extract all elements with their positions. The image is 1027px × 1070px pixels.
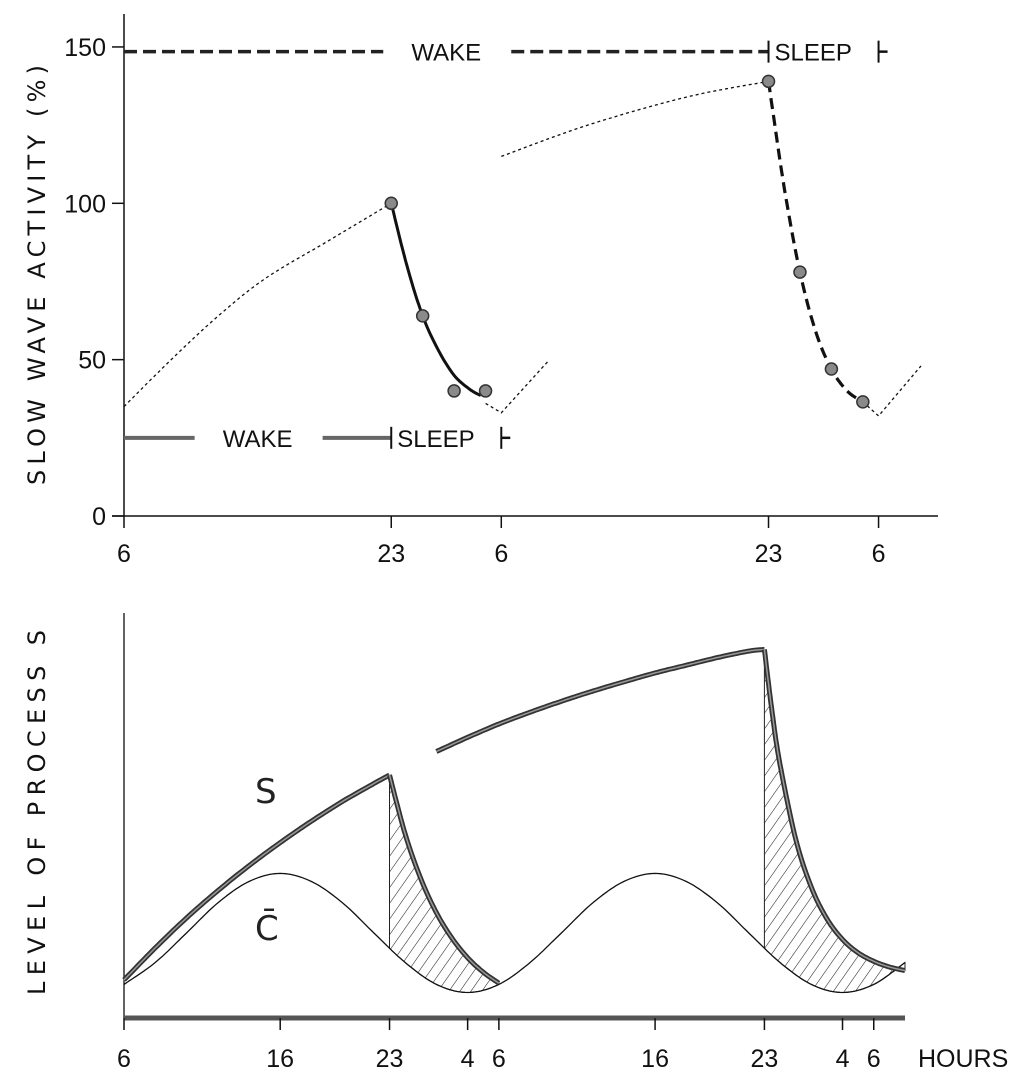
- x-tick-label: 23: [755, 540, 783, 568]
- series-label-s: S: [255, 772, 277, 812]
- data-point: [856, 395, 870, 409]
- marker-group: [384, 74, 870, 409]
- hatched-area-group: [389, 649, 906, 994]
- series-group: [122, 647, 906, 994]
- series-group: [123, 80, 922, 417]
- series-line-solid: [389, 202, 482, 397]
- series-line-s-inner: [388, 774, 500, 984]
- series-label-c: C̄: [255, 908, 279, 949]
- hatched-area: [389, 774, 500, 994]
- data-point: [793, 265, 807, 279]
- schedule-group: WAKE SLEEP WAKE SLEEP: [124, 40, 888, 453]
- series-line-dashed: [766, 81, 864, 404]
- x-tick-label: 6: [117, 540, 131, 568]
- x-tick-label: 16: [266, 1045, 294, 1070]
- series-line-s-inner: [763, 649, 906, 972]
- series-line-s: [435, 647, 765, 754]
- series-line-dotted: [501, 80, 769, 158]
- tick-group: 6 16 23 4 6 16 23 4 6: [117, 1018, 881, 1070]
- x-tick-label: 6: [494, 540, 508, 568]
- x-tick-label: 6: [867, 1045, 881, 1070]
- data-point: [447, 384, 461, 398]
- data-point: [415, 309, 430, 323]
- y-tick-label: 50: [78, 347, 106, 375]
- x-tick-label: 6: [872, 540, 886, 568]
- y-tick-label: 0: [92, 503, 106, 531]
- x-tick-label: 23: [751, 1045, 779, 1070]
- process-s-chart: LEVEL OF PROCESS S HOURS 6 16 23 4 6 16 23 4 6 S…: [23, 613, 1008, 1070]
- data-point: [384, 196, 398, 211]
- wake-label: WAKE: [223, 426, 293, 453]
- x-tick-label: 6: [117, 1045, 131, 1070]
- tick-group: 0 50 100 150 6 23 6 23 6: [64, 34, 885, 568]
- data-point: [824, 362, 839, 376]
- y-axis-title: LEVEL OF PROCESS S: [23, 630, 51, 995]
- y-tick-label: 100: [64, 190, 106, 218]
- series-line-s-inner: [436, 648, 765, 753]
- sleep-label: SLEEP: [775, 40, 852, 67]
- x-tick-label: 6: [492, 1045, 506, 1070]
- series-line-c: [123, 872, 906, 994]
- data-point: [478, 384, 493, 398]
- series-line-s-inner: [123, 774, 390, 981]
- series-line-dotted: [123, 202, 392, 408]
- data-point: [761, 74, 776, 89]
- x-tick-label: 16: [641, 1045, 669, 1070]
- x-axis-title: HOURS: [918, 1045, 1008, 1070]
- sleep-label: SLEEP: [397, 426, 474, 453]
- x-tick-label: 4: [836, 1045, 850, 1070]
- x-tick-label: 4: [461, 1045, 475, 1070]
- x-tick-label: 23: [377, 540, 405, 568]
- wake-label: WAKE: [411, 40, 481, 67]
- x-tick-label: 23: [376, 1045, 404, 1070]
- series-line-dotted: [862, 365, 922, 417]
- y-tick-label: 150: [64, 34, 106, 62]
- series-line-dotted: [485, 360, 549, 414]
- hatched-area: [763, 649, 906, 994]
- y-axis-title: SLOW WAVE ACTIVITY (%): [23, 65, 51, 485]
